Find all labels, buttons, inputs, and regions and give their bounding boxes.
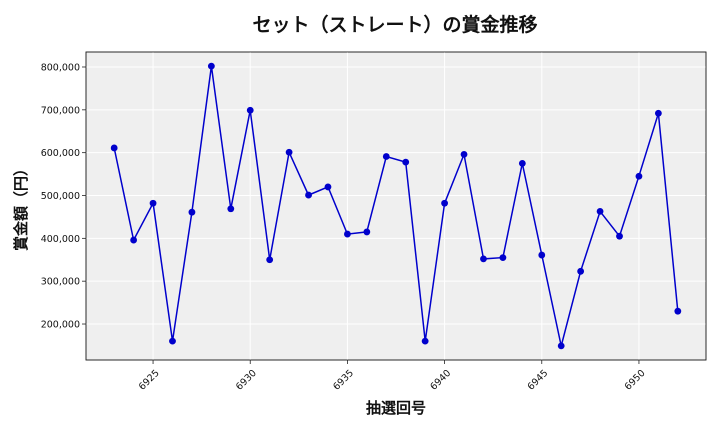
data-point <box>130 236 138 244</box>
y-tick-label: 700,000 <box>41 105 80 116</box>
grid <box>86 52 706 360</box>
data-point <box>480 255 487 263</box>
data-point <box>577 267 585 275</box>
x-axis-label: 抽選回号 <box>366 399 426 417</box>
data-point <box>285 148 293 156</box>
data-point <box>169 337 176 345</box>
data-point <box>674 307 682 315</box>
x-tick-label: 6945 <box>526 368 551 393</box>
data-point <box>441 199 448 207</box>
x-tick-label: 6925 <box>137 368 162 393</box>
y-tick-label: 200,000 <box>41 320 80 331</box>
data-point <box>188 208 196 216</box>
x-tick-label: 6930 <box>234 368 259 393</box>
data-point <box>538 251 546 259</box>
plot-frame <box>85 51 707 361</box>
y-tick-label: 400,000 <box>41 234 80 245</box>
data-point <box>266 256 274 264</box>
data-point <box>654 109 662 117</box>
chart-title: セット（ストレート）の賞金推移 <box>252 13 537 36</box>
data-point <box>635 172 643 180</box>
data-point <box>421 337 429 345</box>
data-point <box>344 230 351 238</box>
data-point <box>305 191 312 199</box>
data-point <box>557 342 565 350</box>
data-point <box>518 159 526 167</box>
data-point <box>596 207 604 215</box>
data-point <box>460 150 468 158</box>
y-tick-label: 800,000 <box>41 62 80 73</box>
x-tick-label: 6950 <box>623 368 648 393</box>
x-tick-label: 6935 <box>331 368 356 393</box>
x-tick-label: 6940 <box>428 368 453 393</box>
data-point <box>227 205 235 213</box>
y-axis: 200,000 300,000 400,000 500,000 600,000 700,0… <box>41 62 86 331</box>
plot-area <box>85 51 707 361</box>
data-point <box>110 144 118 152</box>
data-point <box>324 183 332 191</box>
data-point <box>382 153 390 160</box>
y-axis-label: 賞金額（円） <box>12 161 30 251</box>
series <box>110 62 682 350</box>
data-point <box>207 62 215 70</box>
data-point <box>246 106 254 114</box>
data-point <box>402 158 410 166</box>
data-point <box>499 254 507 262</box>
data-point <box>616 232 623 240</box>
series-line <box>113 65 679 347</box>
y-tick-label: 600,000 <box>41 148 80 159</box>
data-point <box>363 228 371 236</box>
data-point <box>149 199 157 207</box>
y-tick-label: 500,000 <box>41 191 80 202</box>
y-tick-label: 300,000 <box>41 277 80 288</box>
x-axis: 6925 6930 6935 6940 6945 6950 <box>137 360 648 393</box>
